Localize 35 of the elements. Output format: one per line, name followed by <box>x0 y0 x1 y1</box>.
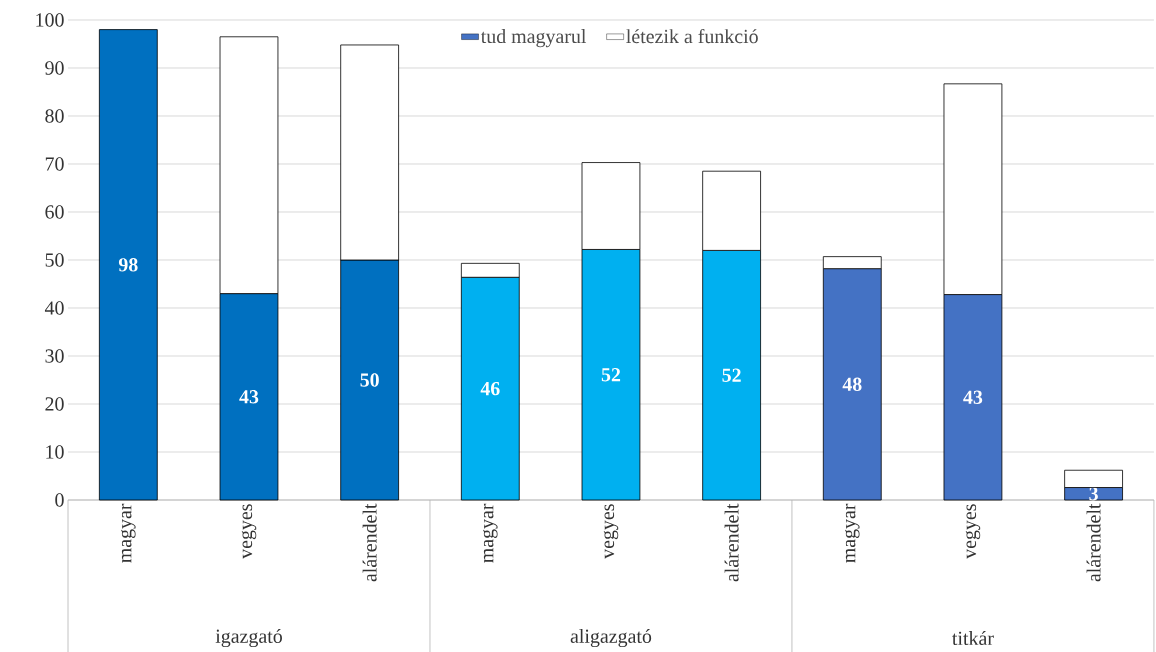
bar <box>98 29 158 501</box>
y-tick-label: 70 <box>45 157 64 171</box>
x-tick-label: vegyes <box>965 504 981 559</box>
text: aligazgató <box>570 628 652 648</box>
y-tick-label: 90 <box>45 61 64 75</box>
x-tick-label: alárendelt <box>362 503 377 582</box>
x-tick-label: magyar <box>121 503 136 563</box>
x-tick-label: magyar <box>845 503 860 563</box>
y-tick-label: 80 <box>45 109 64 123</box>
data-label: 43 <box>963 390 983 404</box>
data-label: 3 <box>1089 487 1098 501</box>
data-label: 52 <box>601 368 621 382</box>
data-label: 43 <box>239 390 259 404</box>
y-tick-label: 60 <box>45 205 64 219</box>
y-tick-label: 20 <box>45 397 64 411</box>
text: igazgató <box>215 628 282 648</box>
x-tick-label: alárendelt <box>724 503 739 582</box>
y-tick-label: 40 <box>44 301 64 315</box>
x-tick-label: vegyes <box>603 504 619 559</box>
x-tick-label: alárendelt <box>1086 503 1101 582</box>
x-tick-label: vegyes <box>241 504 257 559</box>
legend-label: létezik a funkció <box>626 28 758 44</box>
y-tick-label: 100 <box>36 13 64 27</box>
data-label: 52 <box>722 368 741 382</box>
y-tick-label: 10 <box>46 445 64 459</box>
y-tick-label: 50 <box>45 253 64 267</box>
data-label: 48 <box>842 377 862 392</box>
data-label: 50 <box>360 373 379 387</box>
y-tick-label: 30 <box>45 349 64 363</box>
x-tick-label: magyar <box>483 503 498 563</box>
y-tick-label: 0 <box>55 493 64 507</box>
data-label: 98 <box>118 258 138 272</box>
text: titkár <box>952 630 994 646</box>
legend-label: tud magyarul <box>480 29 587 48</box>
data-label: 46 <box>480 381 500 396</box>
